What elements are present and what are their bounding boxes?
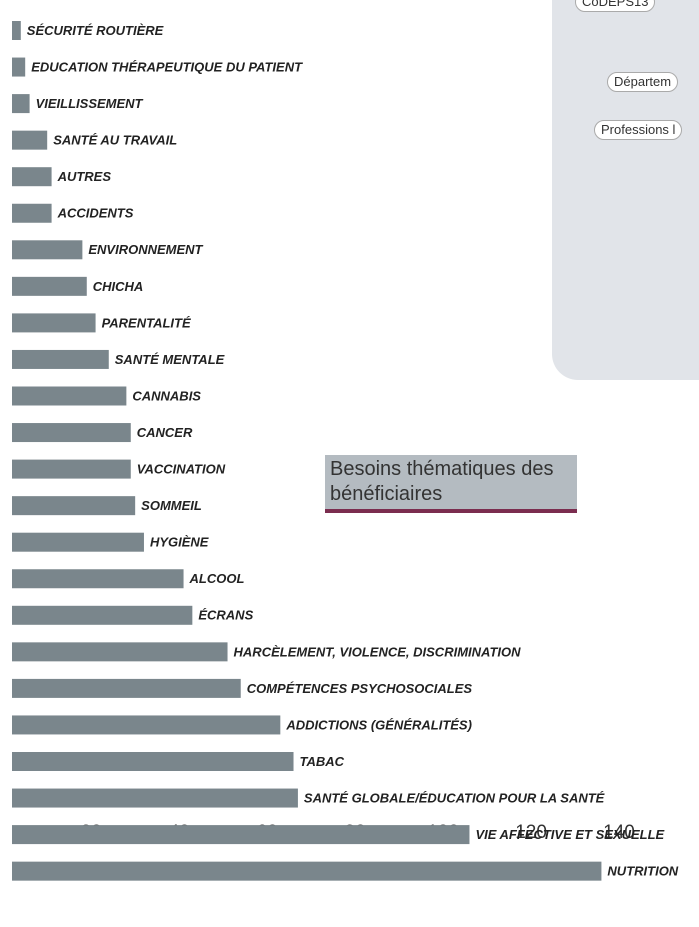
category-label: SANTÉ MENTALE bbox=[115, 352, 225, 367]
category-label: CANNABIS bbox=[132, 388, 201, 403]
panel-item: Professions l bbox=[594, 120, 683, 140]
bar bbox=[12, 752, 294, 771]
bar bbox=[12, 642, 228, 662]
category-label: SANTÉ AU TRAVAIL bbox=[53, 133, 177, 148]
bar bbox=[12, 21, 21, 40]
category-label: HYGIÈNE bbox=[150, 535, 209, 550]
bar bbox=[12, 203, 52, 223]
bar bbox=[12, 825, 470, 845]
bar bbox=[12, 423, 131, 443]
category-label: CHICHA bbox=[93, 279, 144, 294]
bar bbox=[12, 532, 144, 552]
side-panel: CoDEPS13 Départem Professions l bbox=[552, 0, 699, 380]
bar bbox=[12, 349, 109, 369]
bar bbox=[12, 313, 96, 333]
x-tick-label: 120 bbox=[515, 822, 547, 843]
bar bbox=[12, 130, 48, 150]
category-label: ACCIDENTS bbox=[57, 206, 134, 221]
bar bbox=[12, 569, 184, 589]
bar bbox=[12, 861, 602, 881]
bar bbox=[12, 459, 131, 479]
panel-item: Départem bbox=[607, 72, 679, 92]
category-label: VIEILLISSEMENT bbox=[36, 96, 144, 111]
category-label: TABAC bbox=[300, 754, 345, 769]
chart-title: Besoins thématiques des bénéficiaires bbox=[325, 455, 577, 513]
category-label: NUTRITION bbox=[607, 864, 678, 879]
category-label: ADDICTIONS (GÉNÉRALITÉS) bbox=[285, 717, 472, 732]
panel-item: CoDEPS13 bbox=[575, 0, 656, 12]
category-label: CANCER bbox=[137, 425, 193, 440]
category-label: VACCINATION bbox=[137, 462, 226, 477]
category-label: SANTÉ GLOBALE/ÉDUCATION POUR LA SANTÉ bbox=[304, 790, 605, 805]
category-label: HARCÈLEMENT, VIOLENCE, DISCRIMINATION bbox=[234, 644, 522, 659]
x-tick-label: 140 bbox=[603, 822, 635, 843]
bar bbox=[12, 276, 87, 296]
bar bbox=[12, 240, 83, 260]
category-label: SÉCURITÉ ROUTIÈRE bbox=[27, 23, 164, 38]
category-label: EDUCATION THÉRAPEUTIQUE DU PATIENT bbox=[31, 59, 303, 74]
bar bbox=[12, 386, 127, 406]
category-label: ALCOOL bbox=[189, 571, 245, 586]
bar bbox=[12, 605, 193, 625]
category-label: VIE AFFECTIVE ET SEXUELLE bbox=[475, 827, 664, 842]
category-label: PARENTALITÉ bbox=[102, 315, 191, 330]
bar bbox=[12, 788, 298, 808]
category-label: COMPÉTENCES PSYCHOSOCIALES bbox=[247, 681, 473, 696]
bar bbox=[12, 167, 52, 187]
category-label: AUTRES bbox=[57, 169, 112, 184]
bar bbox=[12, 496, 136, 516]
bar bbox=[12, 57, 26, 77]
bar bbox=[12, 94, 30, 114]
category-label: ÉCRANS bbox=[198, 608, 253, 623]
bar bbox=[12, 678, 241, 698]
category-label: ENVIRONNEMENT bbox=[88, 242, 203, 257]
bar bbox=[12, 715, 281, 735]
category-label: SOMMEIL bbox=[141, 498, 202, 513]
